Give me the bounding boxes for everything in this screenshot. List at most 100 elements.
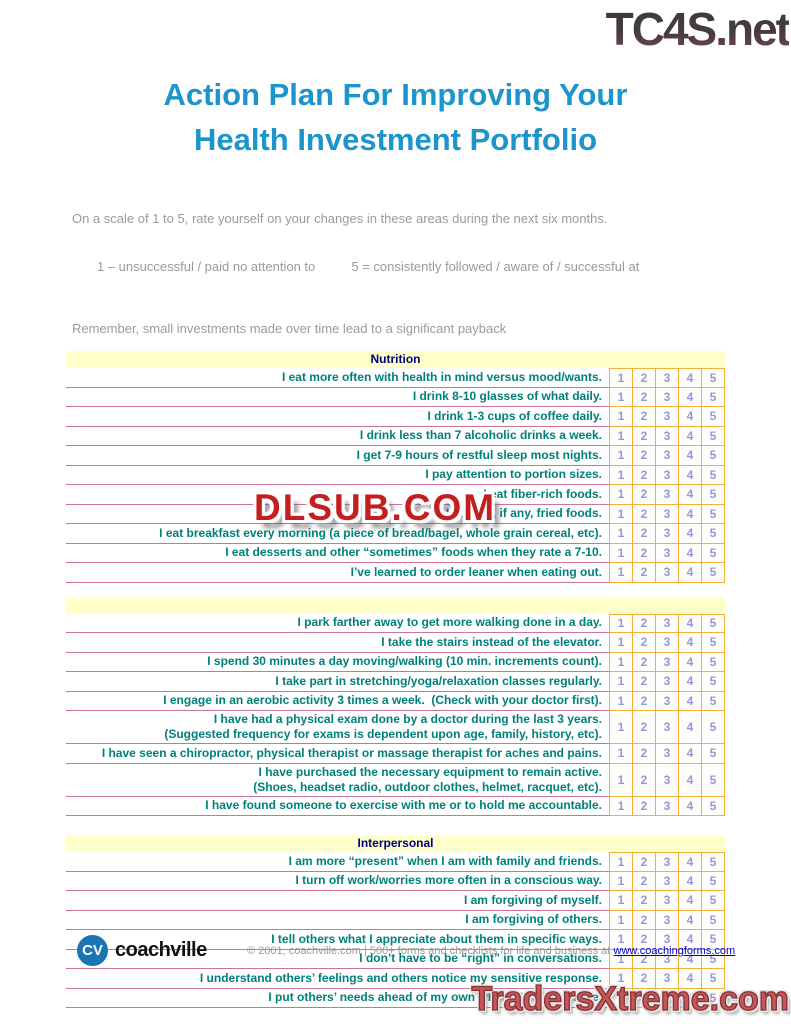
rating-option-1[interactable]: 1 [609, 672, 633, 692]
rating-option-1[interactable]: 1 [609, 796, 633, 816]
rating-option-3[interactable]: 3 [655, 504, 679, 524]
rating-option-5[interactable]: 5 [701, 871, 725, 891]
rating-option-1[interactable]: 1 [609, 744, 633, 764]
rating-option-4[interactable]: 4 [678, 652, 702, 672]
rating-option-2[interactable]: 2 [632, 652, 656, 672]
rating-option-1[interactable]: 1 [609, 633, 633, 653]
rating-option-2[interactable]: 2 [632, 672, 656, 692]
rating-option-1[interactable]: 1 [609, 891, 633, 911]
rating-option-5[interactable]: 5 [701, 763, 725, 797]
rating-option-3[interactable]: 3 [655, 368, 679, 388]
rating-option-4[interactable]: 4 [678, 691, 702, 711]
rating-option-3[interactable]: 3 [655, 763, 679, 797]
rating-option-5[interactable]: 5 [701, 796, 725, 816]
rating-option-5[interactable]: 5 [701, 613, 725, 633]
rating-option-4[interactable]: 4 [678, 543, 702, 563]
rating-option-4[interactable]: 4 [678, 504, 702, 524]
rating-option-4[interactable]: 4 [678, 387, 702, 407]
rating-option-2[interactable]: 2 [632, 763, 656, 797]
rating-option-2[interactable]: 2 [632, 613, 656, 633]
rating-option-5[interactable]: 5 [701, 387, 725, 407]
rating-option-1[interactable]: 1 [609, 504, 633, 524]
rating-option-2[interactable]: 2 [632, 910, 656, 930]
rating-option-4[interactable]: 4 [678, 633, 702, 653]
rating-option-5[interactable]: 5 [701, 744, 725, 764]
rating-option-1[interactable]: 1 [609, 691, 633, 711]
rating-option-2[interactable]: 2 [632, 633, 656, 653]
rating-option-4[interactable]: 4 [678, 763, 702, 797]
rating-option-2[interactable]: 2 [632, 711, 656, 744]
rating-option-4[interactable]: 4 [678, 613, 702, 633]
rating-option-4[interactable]: 4 [678, 426, 702, 446]
rating-option-4[interactable]: 4 [678, 910, 702, 930]
rating-option-2[interactable]: 2 [632, 524, 656, 544]
rating-option-5[interactable]: 5 [701, 465, 725, 485]
rating-option-3[interactable]: 3 [655, 407, 679, 427]
rating-option-3[interactable]: 3 [655, 446, 679, 466]
rating-option-2[interactable]: 2 [632, 446, 656, 466]
rating-option-5[interactable]: 5 [701, 852, 725, 872]
rating-option-4[interactable]: 4 [678, 563, 702, 583]
rating-option-2[interactable]: 2 [632, 465, 656, 485]
rating-option-3[interactable]: 3 [655, 465, 679, 485]
rating-option-5[interactable]: 5 [701, 711, 725, 744]
rating-option-1[interactable]: 1 [609, 368, 633, 388]
rating-option-4[interactable]: 4 [678, 871, 702, 891]
rating-option-1[interactable]: 1 [609, 910, 633, 930]
rating-option-4[interactable]: 4 [678, 711, 702, 744]
rating-option-3[interactable]: 3 [655, 871, 679, 891]
rating-option-2[interactable]: 2 [632, 387, 656, 407]
rating-option-5[interactable]: 5 [701, 426, 725, 446]
rating-option-3[interactable]: 3 [655, 613, 679, 633]
rating-option-1[interactable]: 1 [609, 387, 633, 407]
rating-option-1[interactable]: 1 [609, 485, 633, 505]
rating-option-2[interactable]: 2 [632, 485, 656, 505]
rating-option-3[interactable]: 3 [655, 387, 679, 407]
rating-option-3[interactable]: 3 [655, 485, 679, 505]
rating-option-1[interactable]: 1 [609, 852, 633, 872]
rating-option-4[interactable]: 4 [678, 796, 702, 816]
rating-option-4[interactable]: 4 [678, 465, 702, 485]
rating-option-1[interactable]: 1 [609, 407, 633, 427]
rating-option-1[interactable]: 1 [609, 563, 633, 583]
rating-option-2[interactable]: 2 [632, 871, 656, 891]
rating-option-2[interactable]: 2 [632, 543, 656, 563]
rating-option-2[interactable]: 2 [632, 891, 656, 911]
rating-option-4[interactable]: 4 [678, 891, 702, 911]
rating-option-2[interactable]: 2 [632, 407, 656, 427]
rating-option-4[interactable]: 4 [678, 368, 702, 388]
rating-option-3[interactable]: 3 [655, 524, 679, 544]
rating-option-5[interactable]: 5 [701, 543, 725, 563]
rating-option-5[interactable]: 5 [701, 891, 725, 911]
rating-option-4[interactable]: 4 [678, 407, 702, 427]
rating-option-1[interactable]: 1 [609, 871, 633, 891]
rating-option-5[interactable]: 5 [701, 485, 725, 505]
rating-option-5[interactable]: 5 [701, 969, 725, 989]
rating-option-3[interactable]: 3 [655, 891, 679, 911]
rating-option-5[interactable]: 5 [701, 691, 725, 711]
rating-option-5[interactable]: 5 [701, 988, 725, 1008]
rating-option-5[interactable]: 5 [701, 563, 725, 583]
rating-option-5[interactable]: 5 [701, 446, 725, 466]
rating-option-1[interactable]: 1 [609, 711, 633, 744]
rating-option-4[interactable]: 4 [678, 852, 702, 872]
rating-option-5[interactable]: 5 [701, 652, 725, 672]
rating-option-3[interactable]: 3 [655, 910, 679, 930]
rating-option-5[interactable]: 5 [701, 672, 725, 692]
rating-option-5[interactable]: 5 [701, 407, 725, 427]
rating-option-3[interactable]: 3 [655, 796, 679, 816]
rating-option-2[interactable]: 2 [632, 426, 656, 446]
rating-option-5[interactable]: 5 [701, 949, 725, 969]
rating-option-3[interactable]: 3 [655, 691, 679, 711]
rating-option-4[interactable]: 4 [678, 524, 702, 544]
rating-option-3[interactable]: 3 [655, 426, 679, 446]
rating-option-4[interactable]: 4 [678, 672, 702, 692]
rating-option-4[interactable]: 4 [678, 446, 702, 466]
rating-option-1[interactable]: 1 [609, 524, 633, 544]
rating-option-3[interactable]: 3 [655, 543, 679, 563]
rating-option-2[interactable]: 2 [632, 796, 656, 816]
rating-option-1[interactable]: 1 [609, 426, 633, 446]
rating-option-1[interactable]: 1 [609, 613, 633, 633]
rating-option-3[interactable]: 3 [655, 852, 679, 872]
rating-option-3[interactable]: 3 [655, 711, 679, 744]
